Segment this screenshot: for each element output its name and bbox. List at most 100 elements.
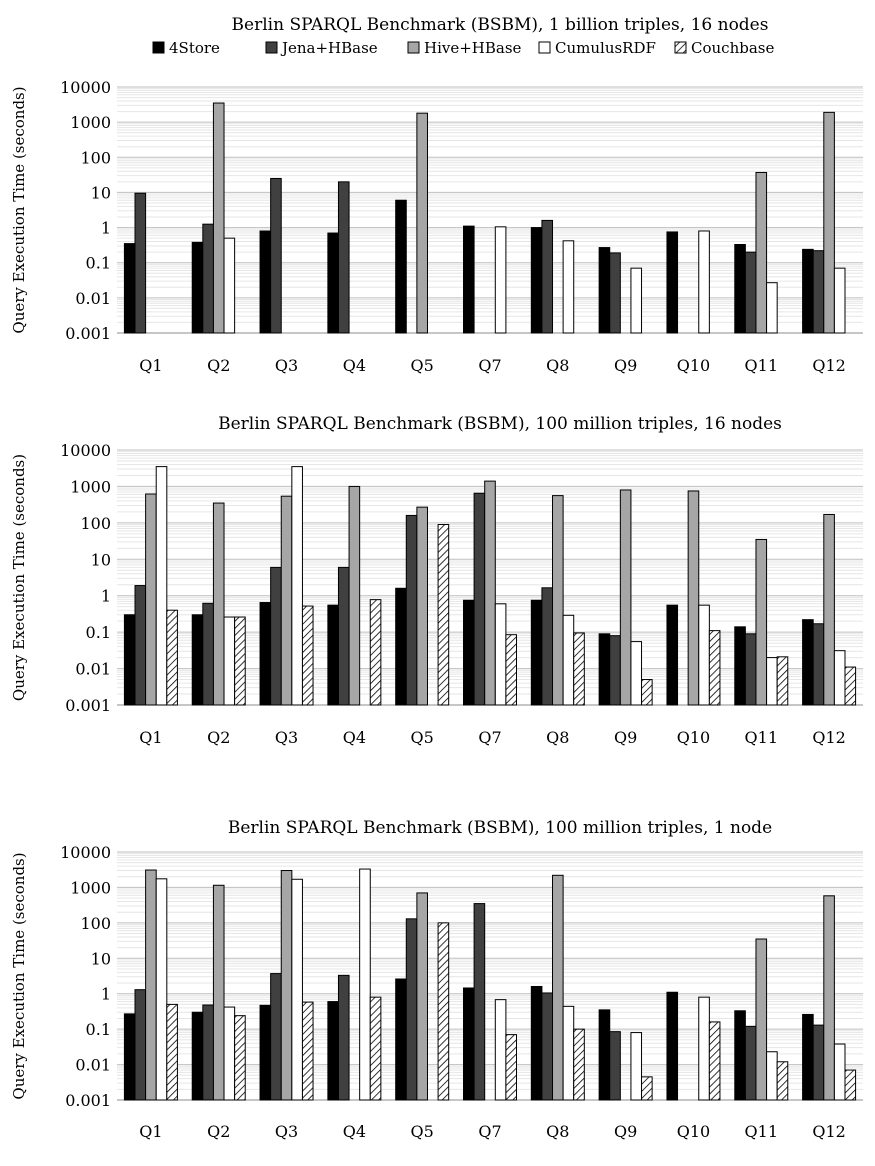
bar-couchbase-q7: [505, 634, 517, 706]
bar-4store-q2: [191, 241, 204, 334]
bar-cumulusrdf-q12: [833, 1043, 846, 1101]
x-tick-label: Q7: [478, 728, 501, 747]
bar-cumulusrdf-q8: [562, 240, 575, 334]
legend-swatch: [674, 41, 687, 54]
y-tick-label: 1: [101, 587, 111, 606]
bar-jena-hbase-q11: [744, 633, 757, 706]
bar-couchbase-q4: [369, 599, 382, 706]
bar-hive-hbase-q5: [416, 892, 428, 1101]
x-tick-label: Q5: [411, 356, 434, 375]
bar-hive-hbase-q12: [823, 513, 835, 706]
x-tick-label: Q9: [614, 728, 637, 747]
bar-cumulusrdf-q10: [698, 230, 710, 334]
x-tick-label: Q5: [411, 728, 434, 747]
y-tick-label: 0.001: [65, 1091, 111, 1110]
legend-swatch: [265, 41, 278, 54]
legend-item-hive-hbase: Hive+HBase: [407, 39, 522, 57]
x-tick-label: Q8: [546, 356, 569, 375]
x-tick-label: Q2: [207, 728, 230, 747]
legend-label: CumulusRDF: [555, 39, 656, 57]
bar-hive-hbase-q1: [145, 493, 157, 706]
bar-hive-hbase-q3: [280, 870, 293, 1101]
x-tick-label: Q8: [546, 728, 569, 747]
bar-4store-q1: [123, 1013, 136, 1101]
bar-couchbase-q8: [573, 1028, 585, 1101]
x-tick-label: Q2: [207, 1122, 230, 1141]
y-tick-label: 10: [91, 550, 111, 569]
bar-hive-hbase-q9: [619, 489, 632, 706]
y-axis-label: Query Execution Time (seconds): [10, 454, 28, 701]
bar-cumulusrdf-q12: [833, 267, 846, 334]
x-tick-label: Q4: [343, 728, 366, 747]
bar-hive-hbase-q5: [416, 112, 428, 334]
bar-4store-q2: [191, 1011, 204, 1101]
bar-jena-hbase-q3: [270, 566, 282, 706]
bar-jena-hbase-q1: [134, 989, 147, 1101]
bar-cumulusrdf-q9: [630, 267, 643, 334]
x-tick-label: Q3: [275, 728, 298, 747]
y-tick-label: 0.001: [65, 696, 111, 715]
bar-4store-q12: [802, 248, 814, 334]
x-tick-label: Q9: [614, 356, 637, 375]
y-tick-label: 1: [101, 219, 111, 238]
bar-4store-q9: [598, 633, 611, 706]
bar-couchbase-q11: [776, 1061, 789, 1101]
bar-hive-hbase-q3: [280, 495, 293, 706]
x-tick-label: Q11: [745, 1122, 778, 1141]
x-tick-label: Q7: [478, 1122, 501, 1141]
bar-4store-q10: [666, 231, 679, 334]
bar-jena-hbase-q11: [744, 1025, 757, 1101]
legend-swatch: [152, 41, 165, 54]
bar-cumulusrdf-q7: [494, 603, 507, 706]
bar-jena-hbase-q12: [812, 623, 825, 706]
bar-cumulusrdf-q9: [630, 641, 643, 706]
bar-4store-q11: [734, 243, 746, 334]
bar-jena-hbase-q2: [202, 223, 214, 334]
bar-cumulusrdf-q4: [359, 868, 371, 1101]
bar-4store-q3: [259, 1004, 272, 1101]
bar-couchbase-q3: [301, 605, 314, 706]
legend-label: Couchbase: [691, 39, 774, 57]
bar-jena-hbase-q9: [609, 635, 621, 706]
bar-jena-hbase-q7: [473, 492, 486, 706]
x-tick-label: Q1: [139, 728, 162, 747]
bar-hive-hbase-q4: [348, 485, 361, 706]
bar-jena-hbase-q2: [202, 602, 214, 706]
bar-4store-q4: [327, 1001, 339, 1101]
bar-couchbase-q2: [234, 1015, 246, 1101]
bar-hive-hbase-q2: [212, 884, 225, 1101]
bar-couchbase-q7: [505, 1034, 517, 1101]
bar-4store-q9: [598, 247, 611, 334]
bar-4store-q1: [123, 614, 136, 706]
bar-hive-hbase-q12: [823, 895, 835, 1101]
bar-4store-q11: [734, 626, 746, 706]
x-tick-label: Q12: [812, 728, 845, 747]
bar-4store-q7: [463, 987, 475, 1101]
chart-panel-3: Berlin SPARQL Benchmark (BSBM), 100 mill…: [10, 818, 863, 1141]
bar-4store-q3: [259, 602, 272, 706]
x-tick-label: Q7: [478, 356, 501, 375]
bar-cumulusrdf-q2: [223, 237, 236, 334]
x-tick-label: Q1: [139, 1122, 162, 1141]
bar-4store-q2: [191, 614, 204, 706]
bar-hive-hbase-q8: [552, 495, 564, 706]
bar-4store-q4: [327, 604, 339, 706]
bar-jena-hbase-q8: [541, 219, 554, 334]
bar-hive-hbase-q10: [687, 490, 700, 706]
bar-cumulusrdf-q8: [562, 614, 575, 706]
legend-swatch: [407, 41, 420, 54]
y-tick-label: 0.001: [65, 324, 111, 343]
x-tick-label: Q10: [677, 1122, 710, 1141]
x-tick-label: Q4: [343, 356, 366, 375]
bar-cumulusrdf-q12: [833, 650, 846, 706]
y-tick-label: 0.01: [75, 289, 111, 308]
y-tick-label: 0.1: [86, 623, 111, 642]
x-tick-label: Q5: [411, 1122, 434, 1141]
bar-4store-q9: [598, 1009, 611, 1101]
legend-swatch: [538, 41, 551, 54]
bar-jena-hbase-q12: [812, 1024, 825, 1101]
x-tick-label: Q12: [812, 356, 845, 375]
bar-jena-hbase-q7: [473, 903, 486, 1101]
bar-cumulusrdf-q10: [698, 604, 710, 706]
